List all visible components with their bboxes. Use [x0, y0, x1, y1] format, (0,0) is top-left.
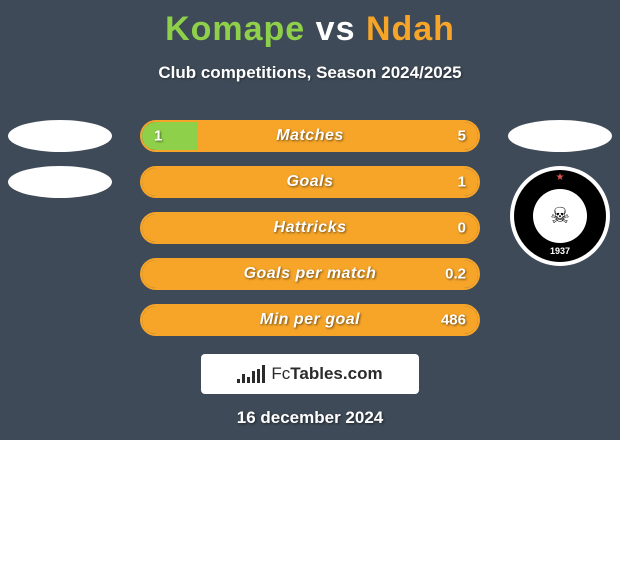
metric-value-right: 0.2 — [445, 266, 466, 283]
badge-year: 1937 — [550, 246, 570, 256]
comparison-widget: Komape vs Ndah Club competitions, Season… — [0, 0, 620, 440]
bar-icon-segment — [252, 371, 255, 383]
metric-rows: 1 Matches 5 Goals 1 Hattricks 0 Goals per match… — [140, 120, 480, 350]
metric-value-right: 1 — [458, 174, 466, 191]
skull-icon: ☠ — [533, 189, 587, 243]
metric-row: Goals per match 0.2 — [140, 258, 480, 290]
club-badge-placeholder — [8, 166, 112, 198]
bars-icon — [237, 365, 265, 383]
metric-label: Goals per match — [244, 265, 377, 283]
metric-row: Min per goal 486 — [140, 304, 480, 336]
metric-label: Matches — [276, 127, 344, 145]
comparison-title: Komape vs Ndah — [0, 0, 620, 49]
left-badges — [0, 120, 120, 198]
right-badges: ★ ☠ 1937 — [500, 120, 620, 266]
metric-value-right: 0 — [458, 220, 466, 237]
player-right-name: Ndah — [366, 10, 455, 48]
club-badge-placeholder — [508, 120, 612, 152]
bar-icon-segment — [242, 374, 245, 383]
metric-value-right: 486 — [441, 312, 466, 329]
club-badge-placeholder — [8, 120, 112, 152]
title-vs: vs — [316, 10, 356, 48]
metric-row: 1 Matches 5 — [140, 120, 480, 152]
brand-watermark: FcTables.com — [201, 354, 419, 394]
brand-rest: Tables.com — [290, 364, 382, 383]
orlando-pirates-badge: ★ ☠ 1937 — [510, 166, 610, 266]
metric-value-left: 1 — [154, 128, 162, 145]
bar-icon-segment — [247, 377, 250, 383]
metric-label: Hattricks — [274, 219, 347, 237]
badge-ring: ★ ☠ 1937 — [514, 170, 606, 262]
bar-icon-segment — [257, 369, 260, 383]
player-left-name: Komape — [165, 10, 305, 48]
brand-fc: Fc — [271, 364, 290, 383]
bar-icon-segment — [262, 365, 265, 383]
bar-icon-segment — [237, 379, 240, 383]
metric-label: Goals — [287, 173, 334, 191]
metric-label: Min per goal — [260, 311, 360, 329]
brand-text: FcTables.com — [271, 364, 382, 384]
snapshot-date: 16 december 2024 — [0, 408, 620, 428]
metric-row: Goals 1 — [140, 166, 480, 198]
bar-fill-left — [142, 122, 198, 150]
subtitle: Club competitions, Season 2024/2025 — [0, 63, 620, 83]
metric-value-right: 5 — [458, 128, 466, 145]
star-icon: ★ — [556, 172, 565, 183]
metric-row: Hattricks 0 — [140, 212, 480, 244]
